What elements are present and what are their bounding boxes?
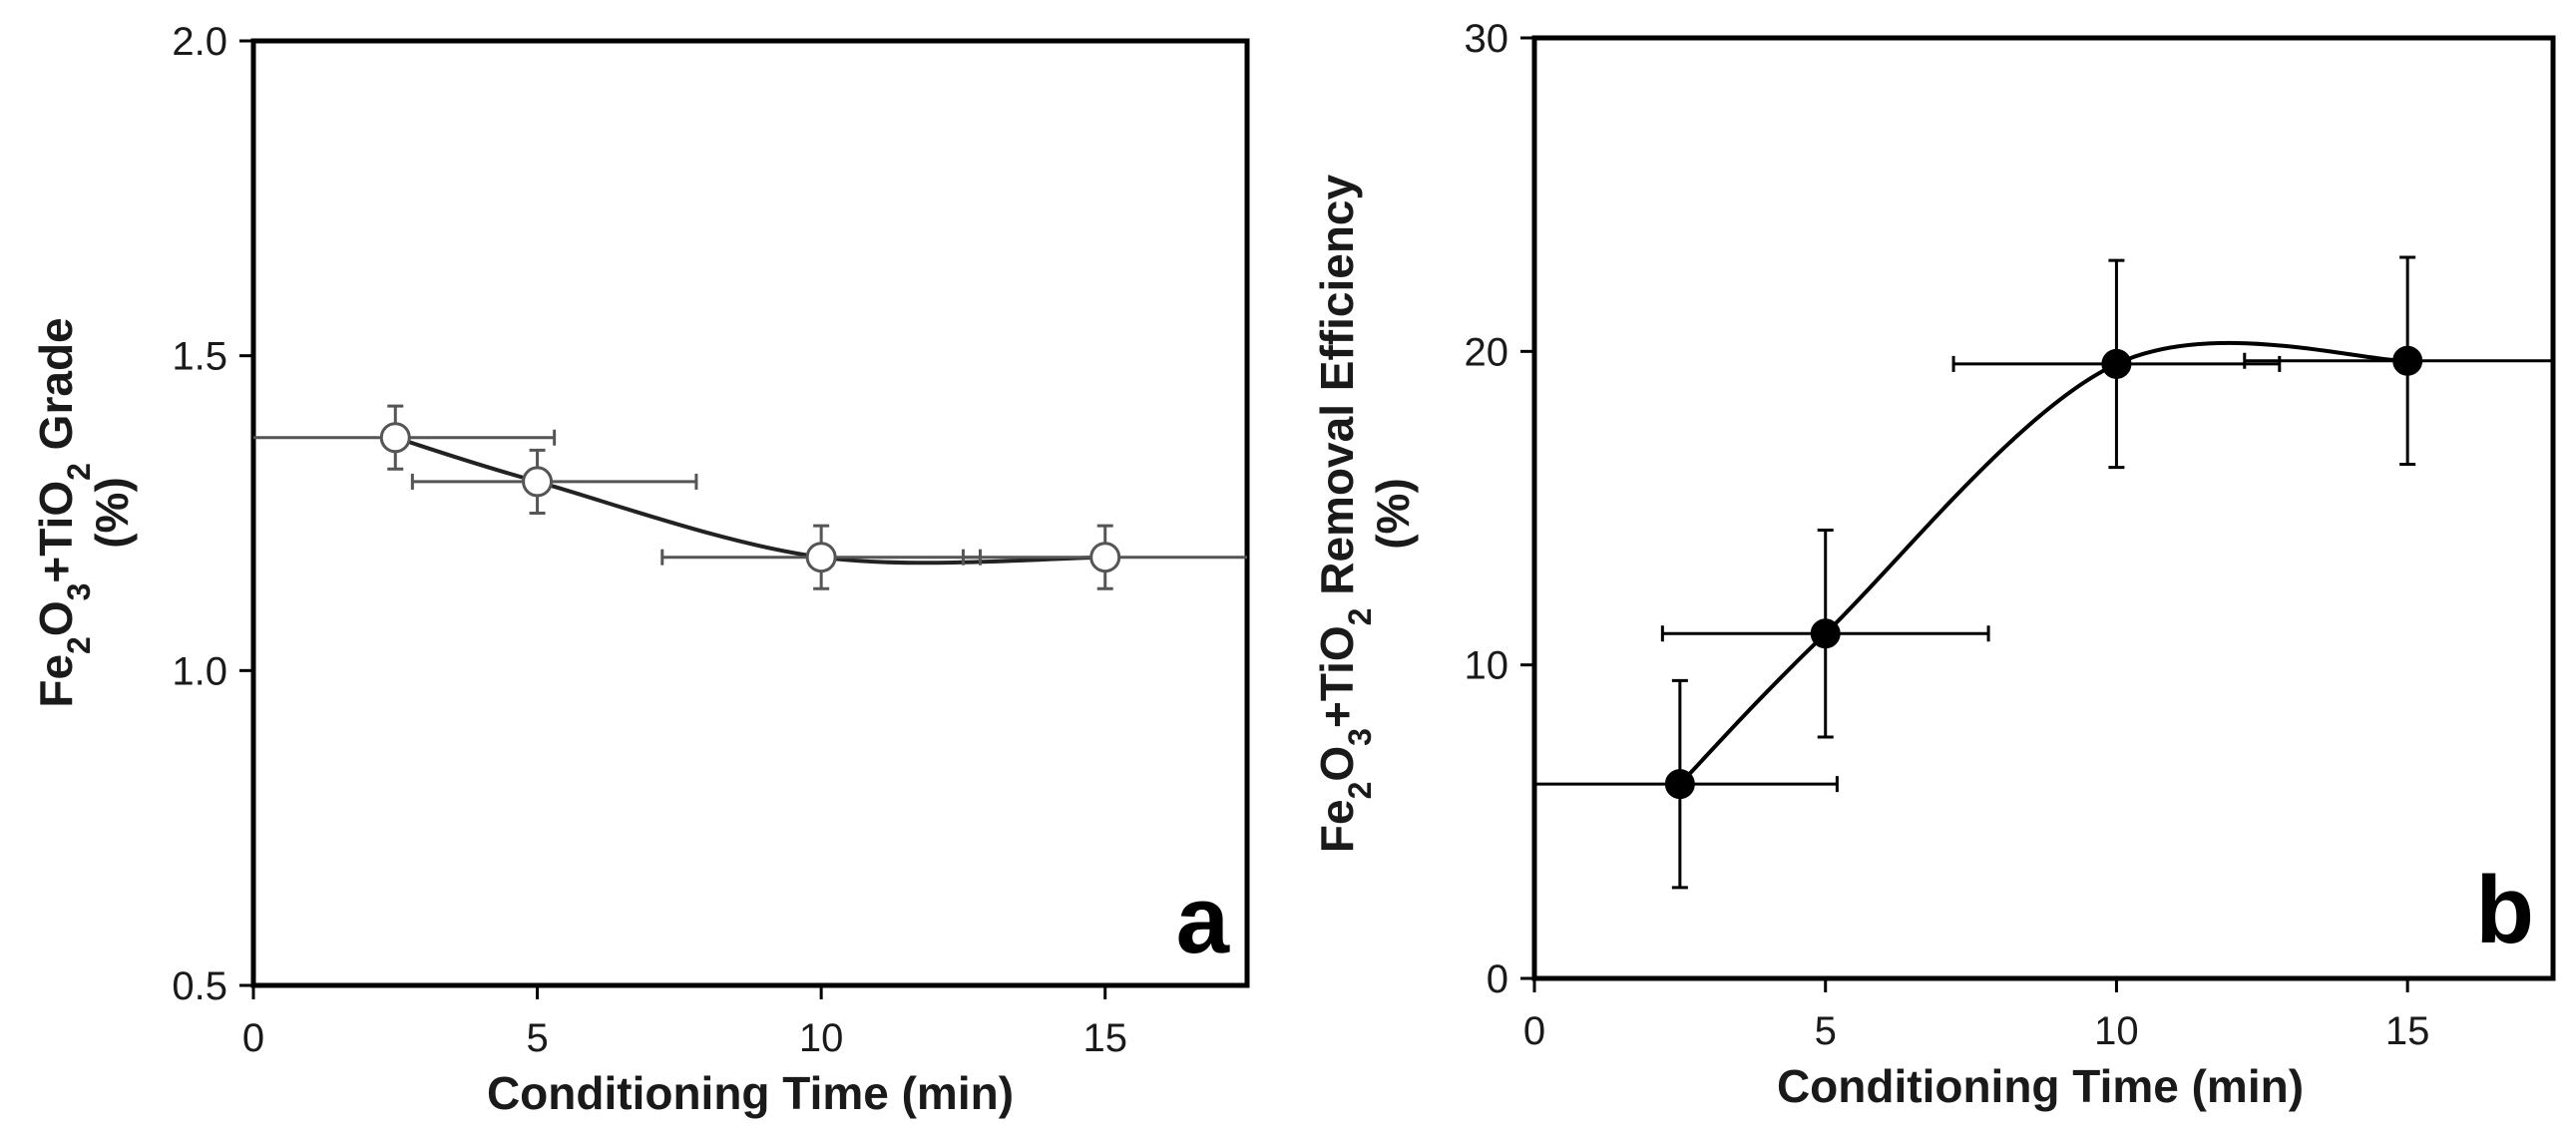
y-axis-title-part: 3: [61, 583, 97, 601]
y-axis-title-part: +TiO: [1311, 625, 1363, 728]
x-tick-label: 0: [1523, 1009, 1545, 1053]
x-tick-label: 10: [2094, 1009, 2139, 1053]
x-tick-label: 15: [2385, 1009, 2430, 1053]
panel-label-a: a: [1176, 867, 1230, 973]
y-axis-title-part: Fe: [1311, 799, 1363, 853]
data-point: [1664, 769, 1695, 800]
y-axis-unit-a: (%): [86, 477, 138, 549]
data-point: [522, 466, 554, 498]
y-axis-title-part: 3: [1342, 728, 1378, 746]
y-axis-title-part: 2: [1342, 782, 1378, 800]
y-axis-title-part: +TiO: [30, 481, 82, 583]
data-point: [1089, 542, 1121, 573]
y-tick-label: 1.0: [172, 649, 227, 693]
y-axis-title-part: 2: [61, 463, 97, 481]
x-tick-label: 0: [242, 1016, 264, 1060]
x-axis-title-b: Conditioning Time (min): [1777, 1060, 2304, 1112]
y-tick-label: 20: [1465, 330, 1509, 374]
y-axis-title-part: Fe: [30, 654, 82, 708]
y-axis-title-part: O: [1311, 746, 1363, 782]
x-axis-title-a: Conditioning Time (min): [487, 1067, 1014, 1119]
y-axis-unit-b: (%): [1367, 478, 1419, 550]
x-tick-label: 15: [1082, 1016, 1127, 1060]
data-point: [379, 422, 411, 454]
trend-curve-a: [394, 435, 1105, 566]
trend-curve-b: [1678, 340, 2408, 786]
x-tick-label: 5: [526, 1016, 548, 1060]
y-tick-label: 10: [1465, 644, 1509, 688]
data-point: [1810, 618, 1841, 649]
panel-label-b: b: [2475, 857, 2534, 963]
data-point: [805, 542, 837, 573]
chart-panel-a: 0 5 10 15 0.5 1.0 1.5 2.0 Conditioning Time (mi…: [30, 20, 1250, 1119]
data-point: [2392, 345, 2423, 376]
plot-frame-a: [250, 38, 1250, 988]
y-axis-title-a: Fe2O3+TiO2 Grade: [30, 317, 97, 707]
x-tick-label: 5: [1815, 1009, 1837, 1053]
y-axis-title-part: O: [30, 600, 82, 636]
y-axis-title-part: Removal Efficiency: [1311, 174, 1363, 607]
y-tick-label: 1.5: [172, 335, 227, 379]
y-tick-label: 0: [1487, 957, 1508, 1001]
y-tick-label: 2.0: [172, 20, 227, 64]
y-axis-title-part: 2: [1342, 608, 1378, 626]
chart-panel-b: 0 5 10 15 0 10 20 30 Conditioning Time (min) Fe…: [1311, 17, 2556, 1112]
plot-frame-b: [1531, 35, 2556, 981]
y-axis-title-part: 2: [61, 636, 97, 654]
y-tick-label: 30: [1465, 17, 1509, 61]
x-tick-label: 10: [799, 1016, 844, 1060]
y-axis-title-b: Fe2O3+TiO2 Removal Efficiency: [1311, 174, 1378, 853]
data-point: [2101, 348, 2132, 379]
y-axis-title-part: Grade: [30, 317, 82, 463]
y-tick-label: 0.5: [172, 964, 227, 1008]
